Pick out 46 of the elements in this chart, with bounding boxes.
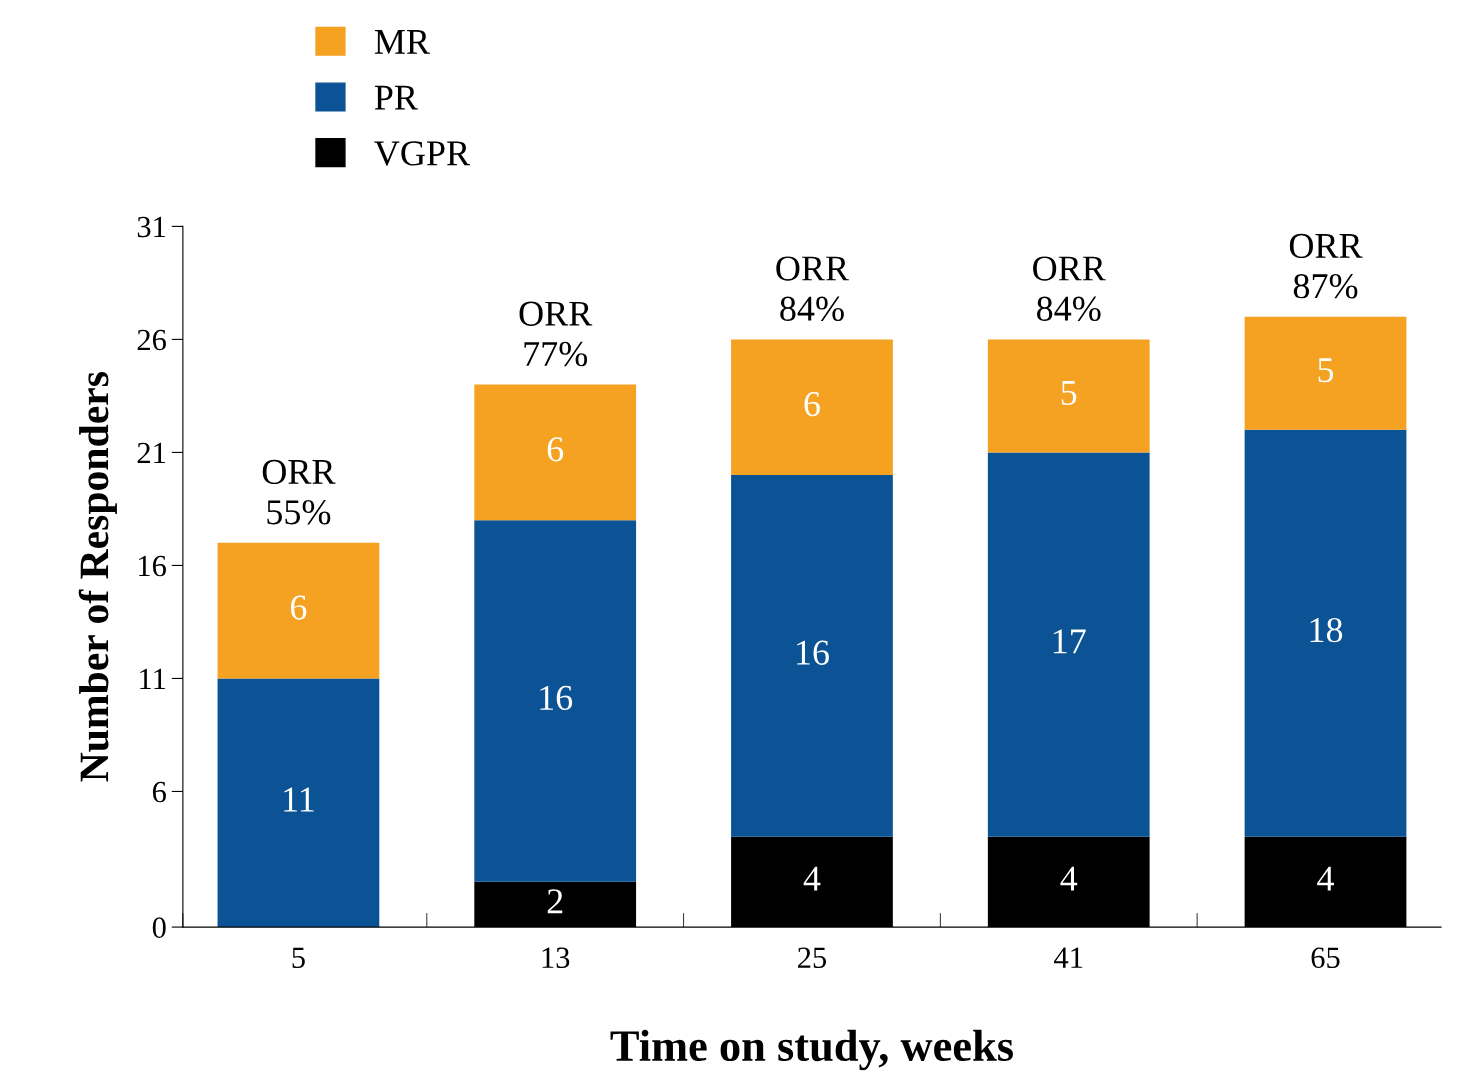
x-tick-label: 65 [1311, 947, 1340, 969]
bar [987, 339, 1150, 453]
data-label: 4 [1317, 866, 1334, 891]
data-label: 5 [1318, 358, 1334, 383]
y-tick-label: 21 [137, 442, 166, 464]
annotation: ORR 55% [262, 459, 336, 525]
bar [217, 678, 380, 928]
data-label: 4 [803, 866, 821, 891]
bar [217, 542, 380, 679]
x-tick-label: 13 [542, 947, 570, 969]
annotation: ORR 84% [776, 256, 850, 322]
y-tick-label: 11 [140, 668, 166, 690]
annotation: ORR 87% [1289, 233, 1363, 299]
data-label: 2 [547, 889, 563, 914]
y-tick-label: 0 [152, 917, 166, 938]
data-label: 11 [284, 787, 314, 812]
bar [987, 452, 1150, 837]
data-label: 6 [547, 437, 564, 462]
data-label: 5 [1061, 380, 1077, 405]
bar [731, 339, 893, 476]
bar [474, 384, 637, 521]
x-tick-label: 41 [1054, 947, 1083, 968]
y-axis-title: Number of Responders [78, 372, 117, 782]
annotation: ORR 77% [519, 301, 593, 367]
y-tick-label: 16 [139, 555, 166, 577]
data-label: 16 [797, 640, 829, 665]
legend-label: PR [374, 85, 418, 110]
legend-label: MR [374, 30, 430, 54]
x-tick-label: 25 [798, 947, 827, 969]
data-label: 6 [290, 595, 307, 620]
bar [474, 520, 637, 882]
bar [1244, 316, 1407, 430]
bar [1244, 429, 1407, 837]
bar [731, 475, 893, 837]
x-axis-title: Time on study, weeks [610, 1029, 1013, 1071]
y-tick-label: 6 [152, 781, 166, 803]
data-label: 16 [540, 685, 573, 711]
legend-label: VGPR [374, 141, 471, 166]
data-label: 4 [1060, 866, 1078, 891]
data-label: 6 [804, 391, 820, 417]
y-tick-label: 26 [137, 329, 166, 351]
annotation: ORR 84% [1033, 256, 1106, 322]
x-tick-label: 5 [292, 947, 305, 969]
y-tick-label: 31 [137, 216, 166, 238]
data-label: 17 [1053, 629, 1086, 654]
data-label: 18 [1310, 617, 1343, 643]
